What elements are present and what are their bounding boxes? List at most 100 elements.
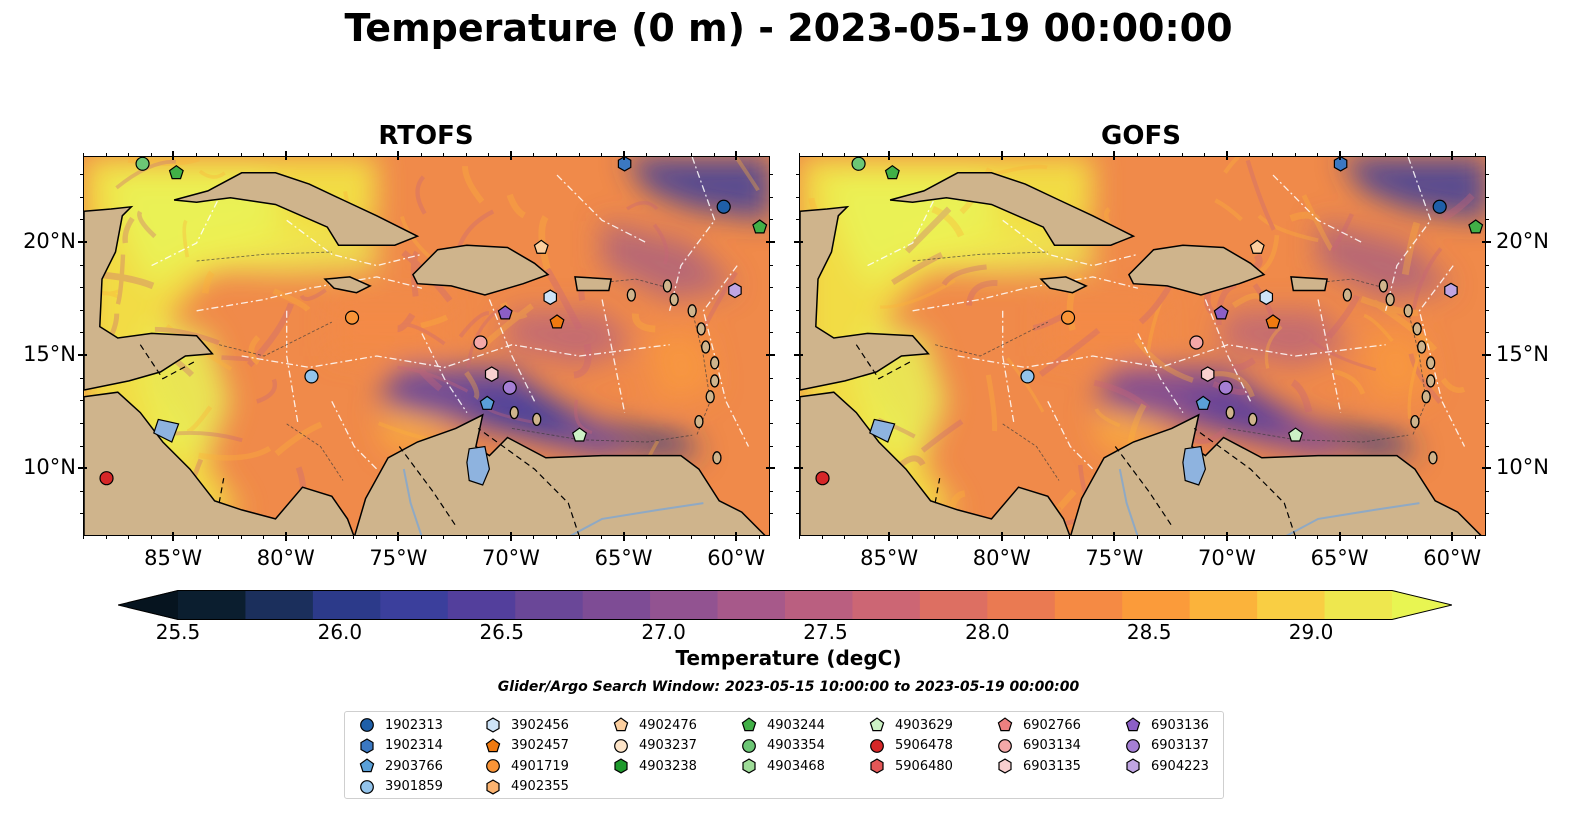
legend-label: 6903136: [1151, 717, 1209, 733]
x-minor-tick: [1024, 153, 1026, 157]
x-tick-mark-bottom: [397, 532, 400, 541]
legend-marker-pentagon-icon: [613, 717, 629, 732]
y-minor-tick: [796, 377, 800, 379]
legend-item-3902456: 3902456: [485, 715, 569, 735]
legend-label: 3902457: [511, 738, 569, 753]
y-minor-tick: [1485, 287, 1489, 289]
x-minor-tick: [713, 535, 715, 539]
legend-marker-circle-icon: [360, 779, 374, 794]
float-marker-3901859: [304, 369, 319, 384]
x-minor-tick: [601, 535, 603, 539]
legend-label: 1902313: [385, 717, 443, 733]
x-tick-label: 65°W: [594, 546, 653, 570]
legend-marker-pentagon-icon: [869, 717, 885, 732]
legend-marker-hexagon-icon: [614, 758, 628, 774]
y-minor-tick: [1485, 377, 1489, 379]
legend-item-6903137: 6903137: [1125, 736, 1209, 756]
float-marker-3902456: [1259, 289, 1274, 306]
x-minor-tick: [821, 153, 823, 157]
x-minor-tick: [150, 153, 152, 157]
y-tick-mark-right: [1482, 354, 1491, 357]
y-tick-mark-right: [766, 467, 775, 470]
y-minor-tick: [80, 445, 84, 447]
x-minor-tick: [105, 153, 107, 157]
legend-label: 4903354: [767, 738, 825, 753]
x-tick-label: 65°W: [1310, 546, 1369, 570]
y-minor-tick: [769, 219, 773, 221]
y-minor-tick: [769, 196, 773, 198]
x-minor-tick: [668, 153, 670, 157]
legend-label: 2903766: [385, 758, 443, 774]
x-minor-tick: [956, 535, 958, 539]
figure-title: Temperature (0 m) - 2023-05-19 00:00:00: [344, 6, 1233, 50]
x-minor-tick: [866, 153, 868, 157]
x-minor-tick: [240, 153, 242, 157]
legend-item-4902355: 4902355: [485, 777, 569, 797]
x-minor-tick: [353, 535, 355, 539]
legend-marker-circle-icon: [614, 738, 628, 753]
x-minor-tick: [934, 153, 936, 157]
colorbar-segment: [987, 590, 1056, 620]
x-minor-tick: [150, 535, 152, 539]
x-minor-tick: [1429, 153, 1431, 157]
y-minor-tick: [80, 400, 84, 402]
legend-marker-circle-icon: [1126, 738, 1140, 753]
land-mass: [1039, 276, 1088, 294]
x-minor-tick: [556, 153, 558, 157]
legend-label: 4903238: [639, 758, 697, 774]
x-tick-label: 60°W: [707, 546, 766, 570]
legend: 1902313 1902314 2903766 3901859 3902456 39024…: [344, 711, 1224, 799]
colorbar-segment: [1054, 590, 1123, 620]
x-minor-tick: [979, 153, 981, 157]
y-minor-tick: [796, 513, 800, 515]
legend-label: 5906478: [895, 738, 953, 753]
legend-marker-hexagon-icon: [360, 737, 374, 754]
x-minor-tick: [195, 535, 197, 539]
legend-item-4902476: 4902476: [613, 715, 697, 735]
float-marker-5906478: [815, 471, 830, 486]
x-minor-tick: [263, 153, 265, 157]
x-tick-mark-top: [735, 151, 738, 160]
colorbar-segment: [380, 590, 449, 620]
land-mass: [323, 276, 372, 294]
y-minor-tick: [1485, 196, 1489, 198]
y-minor-tick: [796, 422, 800, 424]
x-tick-label: 80°W: [972, 546, 1031, 570]
y-minor-tick: [796, 174, 800, 176]
x-tick-label: 75°W: [1085, 546, 1144, 570]
legend-item-6903136: 6903136: [1125, 715, 1209, 735]
colorbar-segment: [515, 590, 584, 620]
y-minor-tick: [80, 513, 84, 515]
x-minor-tick: [1046, 153, 1048, 157]
panel-title-gofs: GOFS: [1101, 121, 1181, 151]
float-marker-1902314: [1333, 157, 1348, 172]
x-tick-mark-bottom: [509, 532, 512, 541]
legend-item-4903238: 4903238: [613, 756, 697, 776]
x-tick-mark-bottom: [735, 532, 738, 541]
x-minor-tick: [601, 153, 603, 157]
x-tick-mark-bottom: [284, 532, 287, 541]
y-tick-mark-left: [78, 240, 87, 243]
y-tick-label-left: 15°N: [23, 342, 76, 367]
float-marker-6903136: [497, 305, 513, 320]
x-minor-tick: [1384, 153, 1386, 157]
x-minor-tick: [956, 153, 958, 157]
x-tick-label: 80°W: [256, 546, 315, 570]
y-minor-tick: [80, 377, 84, 379]
x-tick-mark-bottom: [1451, 532, 1454, 541]
y-minor-tick: [796, 400, 800, 402]
legend-item-6902766: 6902766: [997, 715, 1081, 735]
x-minor-tick: [330, 535, 332, 539]
y-tick-mark-left: [794, 354, 803, 357]
float-marker-4903244: [1468, 219, 1484, 234]
legend-item-4903354: 4903354: [741, 736, 825, 756]
land-mass: [1127, 244, 1266, 296]
legend-label: 1902314: [385, 738, 443, 753]
colorbar-tick-label: 28.5: [1126, 620, 1172, 644]
y-minor-tick: [1485, 309, 1489, 311]
x-minor-tick: [105, 535, 107, 539]
legend-marker-hexagon-icon: [870, 758, 884, 774]
x-minor-tick: [668, 535, 670, 539]
legend-item-6903135: 6903135: [997, 756, 1081, 776]
x-minor-tick: [646, 535, 648, 539]
